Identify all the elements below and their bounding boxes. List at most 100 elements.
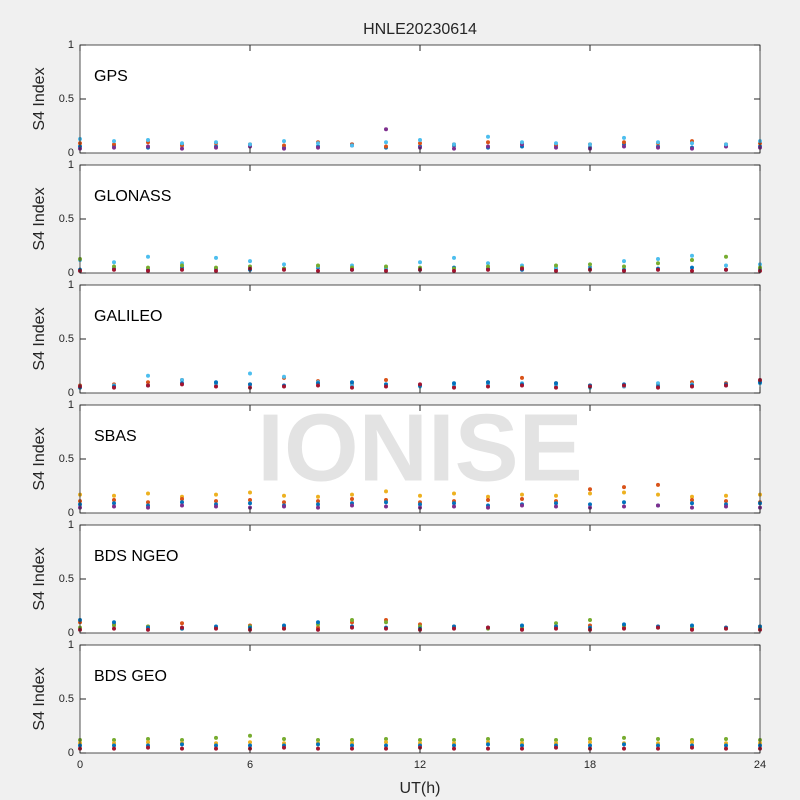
y-tick-label: 0 — [68, 747, 74, 759]
data-point — [248, 743, 252, 748]
data-point — [146, 736, 150, 741]
y-tick-label: 0 — [68, 387, 74, 399]
data-point — [146, 265, 150, 270]
data-point — [690, 258, 694, 263]
data-point — [622, 383, 626, 388]
data-point — [214, 265, 218, 270]
data-point — [248, 371, 252, 376]
data-point — [112, 501, 116, 506]
data-point — [418, 493, 422, 498]
y-tick-label: 1 — [68, 39, 74, 51]
y-axis-label: S4 Index — [31, 307, 48, 370]
data-point — [282, 384, 286, 389]
series — [78, 733, 762, 743]
y-tick-label: 0 — [68, 267, 74, 279]
data-point — [588, 736, 592, 741]
data-point — [724, 142, 728, 147]
x-tick-label: 12 — [414, 759, 426, 771]
data-point — [248, 733, 252, 738]
data-point — [690, 253, 694, 258]
data-point — [622, 500, 626, 505]
data-point — [452, 504, 456, 509]
plot-area — [80, 165, 760, 273]
data-point — [282, 143, 286, 148]
data-point — [656, 145, 660, 150]
data-point — [214, 504, 218, 509]
data-point — [554, 745, 558, 750]
data-point — [146, 268, 150, 273]
watermark: IONISE — [257, 394, 582, 501]
data-point — [452, 501, 456, 506]
data-point — [724, 626, 728, 631]
data-point — [112, 746, 116, 751]
data-point — [622, 622, 626, 627]
data-point — [724, 267, 728, 272]
data-point — [112, 385, 116, 390]
data-point — [214, 746, 218, 751]
panel-label: BDS NGEO — [94, 548, 178, 565]
data-point — [486, 746, 490, 751]
data-point — [724, 736, 728, 741]
data-point — [554, 145, 558, 150]
data-point — [146, 138, 150, 143]
data-point — [316, 263, 320, 268]
data-point — [282, 262, 286, 267]
data-point — [724, 493, 728, 498]
data-point — [350, 496, 354, 501]
data-point — [486, 140, 490, 145]
data-point — [248, 142, 252, 147]
data-point — [452, 146, 456, 151]
data-point — [112, 264, 116, 269]
data-point — [554, 501, 558, 506]
data-point — [656, 625, 660, 630]
data-point — [282, 626, 286, 631]
data-point — [520, 266, 524, 271]
y-tick-label: 0.5 — [59, 573, 74, 585]
data-point — [452, 743, 456, 748]
data-point — [554, 621, 558, 626]
data-point — [112, 620, 116, 625]
data-point — [724, 383, 728, 388]
data-point — [724, 254, 728, 259]
data-point — [554, 738, 558, 743]
data-point — [180, 146, 184, 151]
data-point — [622, 268, 626, 273]
data-point — [656, 261, 660, 266]
data-point — [350, 625, 354, 630]
data-point — [248, 740, 252, 745]
data-point — [724, 746, 728, 751]
data-point — [418, 502, 422, 507]
data-point — [112, 145, 116, 150]
data-point — [214, 492, 218, 497]
data-point — [486, 742, 490, 747]
data-point — [350, 503, 354, 508]
y-tick-label: 0.5 — [59, 333, 74, 345]
data-point — [384, 504, 388, 509]
data-point — [418, 738, 422, 743]
series — [78, 503, 762, 510]
data-point — [180, 267, 184, 272]
data-point — [690, 623, 694, 628]
y-tick-label: 0.5 — [59, 93, 74, 105]
data-point — [248, 498, 252, 503]
data-point — [316, 141, 320, 146]
data-point — [486, 267, 490, 272]
plot-area — [80, 525, 760, 633]
data-point — [112, 139, 116, 144]
plot-area — [80, 45, 760, 153]
data-point — [384, 500, 388, 505]
data-point — [146, 383, 150, 388]
data-point — [520, 746, 524, 751]
data-point — [588, 262, 592, 267]
y-axis-label: S4 Index — [31, 667, 48, 730]
y-tick-label: 1 — [68, 399, 74, 411]
data-point — [486, 625, 490, 630]
data-point — [486, 498, 490, 503]
data-point — [588, 740, 592, 745]
data-point — [180, 500, 184, 505]
data-point — [452, 746, 456, 751]
data-point — [316, 738, 320, 743]
data-point — [520, 496, 524, 501]
data-point — [180, 141, 184, 146]
